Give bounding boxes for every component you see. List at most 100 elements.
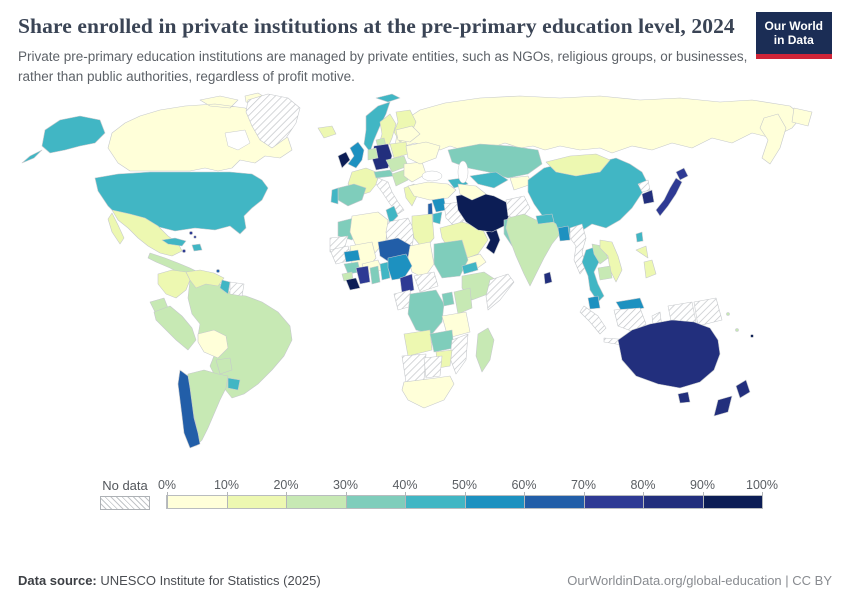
country-philippines[interactable] bbox=[635, 245, 657, 278]
country-alaska[interactable] bbox=[21, 115, 106, 163]
country-nepal[interactable] bbox=[535, 213, 555, 224]
legend-color-bin[interactable] bbox=[702, 495, 762, 508]
country-peru[interactable] bbox=[153, 305, 197, 350]
country-myanmar[interactable] bbox=[569, 223, 587, 274]
country-portugal[interactable] bbox=[330, 187, 339, 204]
country-fiji[interactable] bbox=[750, 333, 754, 338]
country-paraguay[interactable] bbox=[215, 357, 233, 374]
country-russia[interactable] bbox=[394, 95, 803, 153]
country-norway[interactable] bbox=[363, 101, 391, 152]
country-jordan[interactable] bbox=[432, 211, 443, 224]
country-guyana[interactable] bbox=[219, 279, 231, 294]
country-png[interactable] bbox=[693, 297, 723, 326]
country-india[interactable] bbox=[505, 213, 561, 286]
legend-color-bin[interactable] bbox=[345, 495, 405, 508]
country-drc[interactable] bbox=[407, 289, 445, 334]
country-colombia[interactable] bbox=[157, 269, 191, 298]
legend-tick-label: 80% bbox=[630, 477, 656, 492]
country-vietnam[interactable] bbox=[599, 239, 623, 282]
country-sri-lanka[interactable] bbox=[543, 271, 553, 284]
hudson-bay bbox=[224, 129, 251, 150]
country-vanuatu[interactable] bbox=[735, 327, 739, 332]
country-japan[interactable] bbox=[655, 167, 689, 216]
country-tunisia[interactable] bbox=[385, 205, 399, 224]
country-russia-east[interactable] bbox=[759, 107, 813, 164]
country-usa[interactable] bbox=[94, 171, 269, 234]
country-mozambique[interactable] bbox=[449, 333, 469, 374]
country-new-zealand[interactable] bbox=[713, 379, 751, 416]
legend-color-bin[interactable] bbox=[524, 495, 584, 508]
no-data-swatch[interactable] bbox=[100, 495, 150, 510]
legend-color-bin[interactable] bbox=[583, 495, 643, 508]
country-venezuela[interactable] bbox=[185, 269, 225, 288]
country-cote-divoire[interactable] bbox=[355, 265, 371, 284]
country-bahamas-2[interactable] bbox=[193, 235, 197, 239]
country-cuba[interactable] bbox=[161, 237, 187, 246]
country-liberia[interactable] bbox=[345, 277, 361, 290]
country-spain[interactable] bbox=[337, 183, 367, 206]
country-belarus-baltics[interactable] bbox=[395, 125, 421, 142]
footer-link[interactable]: OurWorldinData.org/global-education | CC… bbox=[567, 573, 832, 588]
country-ireland[interactable] bbox=[337, 151, 351, 168]
country-mexico[interactable] bbox=[107, 209, 183, 256]
legend-color-bin[interactable] bbox=[405, 495, 465, 508]
country-oman[interactable] bbox=[485, 227, 501, 254]
map-legend: No data 0% 10% 20% 30% 40% 50% 60% 70% 80% 90% 100… bbox=[100, 478, 850, 524]
country-madagascar[interactable] bbox=[475, 327, 495, 372]
country-chile[interactable] bbox=[177, 369, 201, 448]
country-solomon[interactable] bbox=[726, 311, 730, 316]
country-senegal[interactable] bbox=[343, 249, 361, 262]
country-north-korea[interactable] bbox=[637, 179, 651, 192]
country-south-africa[interactable] bbox=[401, 375, 455, 408]
country-italy[interactable] bbox=[375, 177, 405, 214]
country-turkmenistan[interactable] bbox=[457, 183, 487, 200]
country-trinidad[interactable] bbox=[216, 268, 220, 273]
country-sudan[interactable] bbox=[433, 239, 469, 278]
legend-color-bin[interactable] bbox=[464, 495, 524, 508]
country-ukraine[interactable] bbox=[405, 141, 441, 164]
country-car[interactable] bbox=[413, 271, 439, 292]
country-cambodia[interactable] bbox=[597, 265, 613, 280]
legend-tick-mark bbox=[167, 491, 168, 508]
caspian-sea bbox=[457, 160, 469, 183]
country-kenya[interactable] bbox=[453, 287, 473, 314]
country-somalia[interactable] bbox=[485, 273, 515, 310]
legend-color-bin[interactable] bbox=[226, 495, 286, 508]
country-mongolia[interactable] bbox=[545, 153, 611, 176]
country-zambia[interactable] bbox=[429, 329, 455, 352]
country-alpine[interactable] bbox=[373, 169, 395, 178]
country-bangladesh[interactable] bbox=[557, 225, 571, 241]
country-poland[interactable] bbox=[389, 141, 409, 158]
country-malaysia[interactable] bbox=[587, 295, 645, 312]
country-bolivia[interactable] bbox=[197, 329, 229, 358]
legend-color-bin[interactable] bbox=[286, 495, 346, 508]
country-iceland[interactable] bbox=[317, 125, 337, 138]
legend-no-data: No data bbox=[100, 478, 150, 510]
country-south-korea[interactable] bbox=[641, 189, 655, 204]
country-uzbekistan[interactable] bbox=[469, 171, 509, 188]
country-suriname[interactable] bbox=[229, 281, 245, 296]
legend-bar-zone: 0% 10% 20% 30% 40% 50% 60% 70% 80% 90% 100% bbox=[158, 477, 778, 509]
country-jamaica[interactable] bbox=[182, 248, 186, 253]
country-angola[interactable] bbox=[403, 329, 433, 356]
country-uruguay[interactable] bbox=[227, 377, 241, 390]
country-eritrea[interactable] bbox=[461, 261, 479, 274]
country-namibia[interactable] bbox=[401, 353, 427, 382]
country-australia[interactable] bbox=[617, 319, 721, 403]
country-botswana[interactable] bbox=[423, 355, 443, 378]
country-bahamas[interactable] bbox=[189, 230, 193, 235]
country-cameroon[interactable] bbox=[399, 273, 415, 294]
country-hispaniola[interactable] bbox=[191, 243, 203, 251]
country-svalbard[interactable] bbox=[375, 93, 401, 102]
country-ghana[interactable] bbox=[369, 265, 381, 284]
country-togo-benin[interactable] bbox=[379, 261, 391, 280]
country-uganda[interactable] bbox=[441, 291, 455, 306]
legend-color-bin[interactable] bbox=[167, 495, 227, 508]
legend-color-bin[interactable] bbox=[643, 495, 703, 508]
legend-tick-mark bbox=[702, 491, 704, 508]
country-turkey[interactable] bbox=[407, 181, 457, 200]
country-benelux[interactable] bbox=[367, 147, 379, 160]
country-greenland[interactable] bbox=[245, 93, 301, 148]
country-taiwan[interactable] bbox=[635, 231, 644, 242]
country-uk[interactable] bbox=[347, 141, 365, 168]
